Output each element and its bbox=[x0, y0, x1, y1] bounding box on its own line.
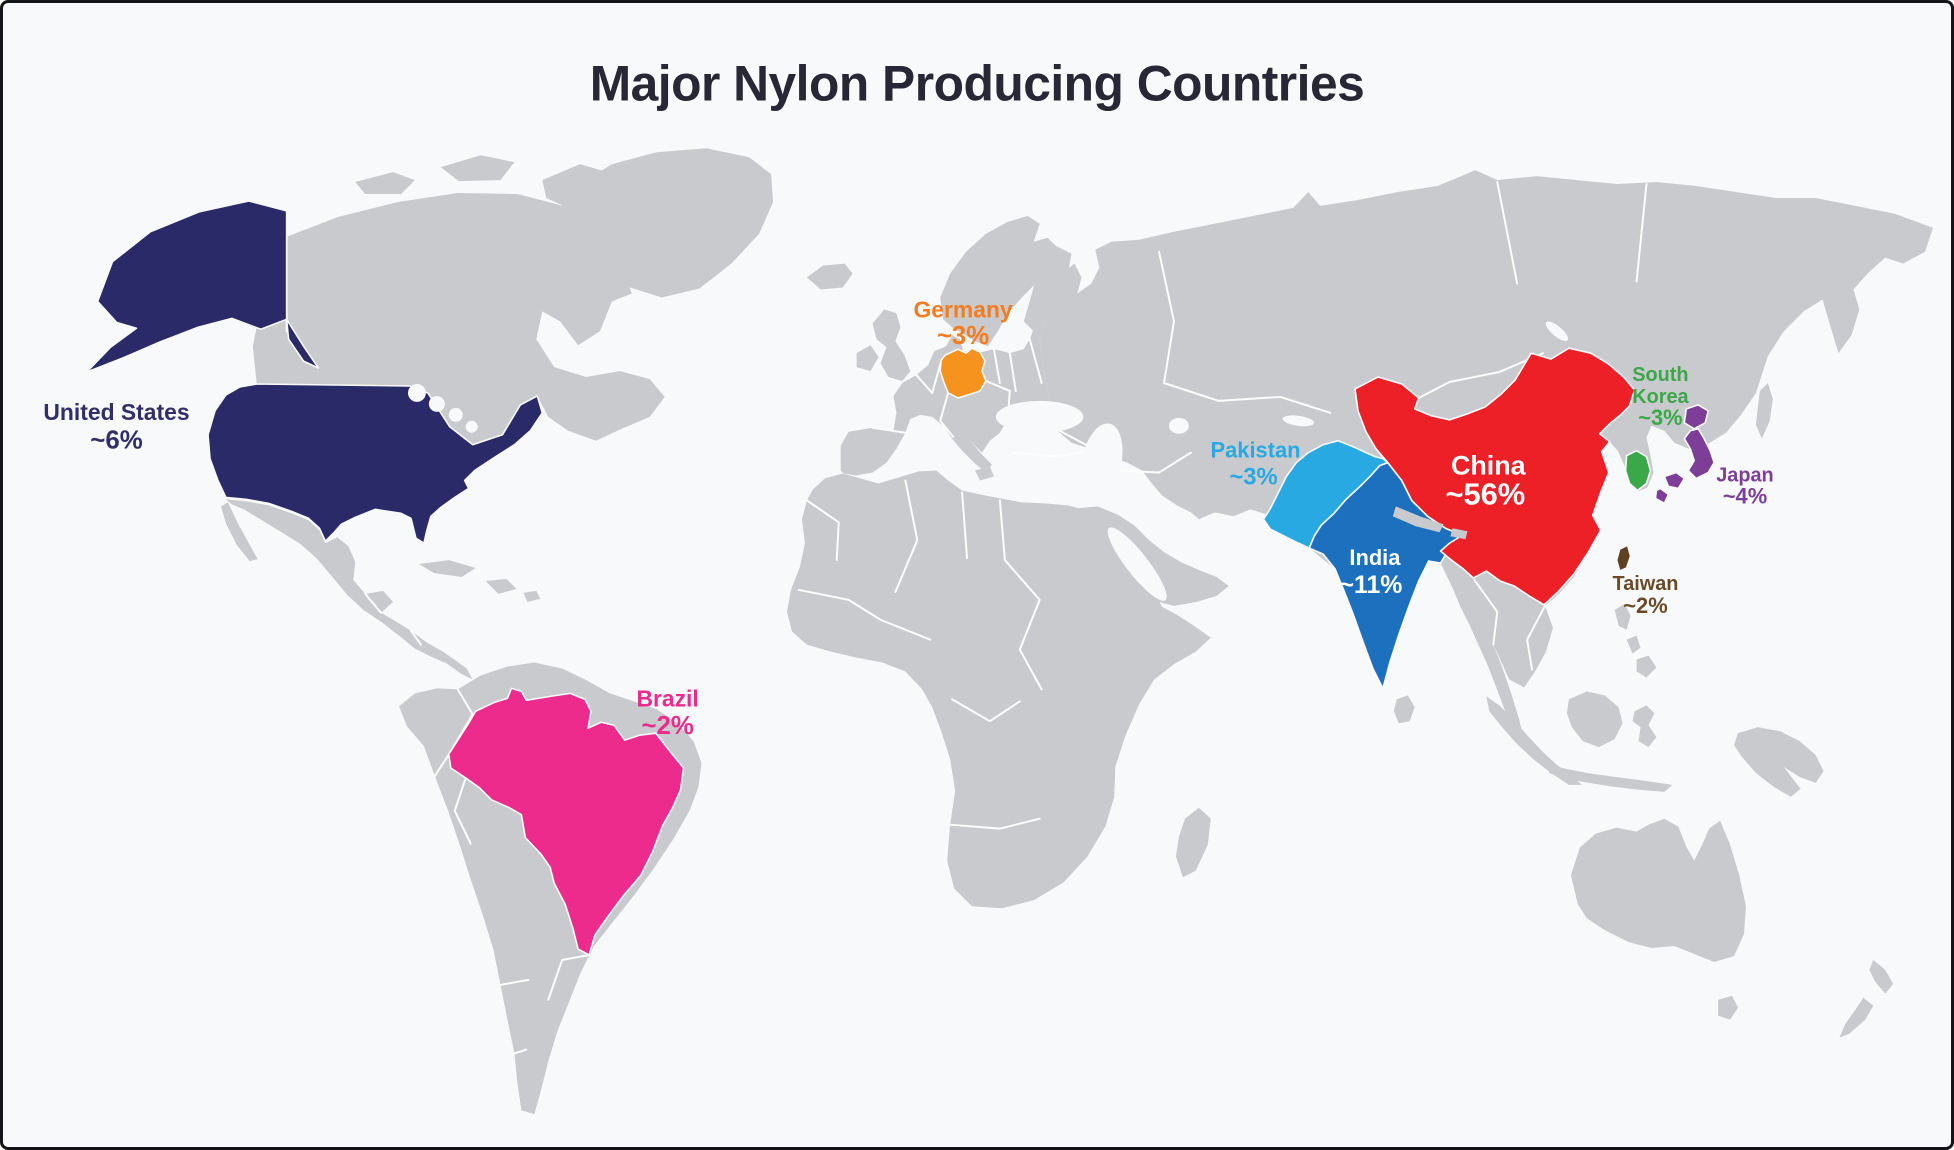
java bbox=[1549, 765, 1673, 792]
label-brazil: Brazil ~2% bbox=[636, 685, 698, 740]
china-share: ~56% bbox=[1445, 476, 1525, 511]
country-germany bbox=[939, 347, 987, 399]
brazil-name: Brazil bbox=[636, 685, 698, 711]
country-taiwan bbox=[1615, 544, 1632, 572]
caribbean-islands bbox=[418, 560, 541, 602]
sri-lanka bbox=[1393, 695, 1415, 724]
japan-name: Japan bbox=[1716, 464, 1773, 486]
page-title: Major Nylon Producing Countries bbox=[590, 55, 1365, 111]
south-korea-share: ~3% bbox=[1638, 405, 1682, 430]
australia bbox=[1570, 818, 1746, 962]
caspian-sea bbox=[1080, 423, 1123, 502]
country-china bbox=[1354, 347, 1636, 606]
country-south-korea bbox=[1624, 449, 1652, 492]
pakistan-name: Pakistan bbox=[1211, 438, 1301, 463]
finland bbox=[1023, 245, 1072, 332]
label-china: China ~56% bbox=[1445, 451, 1526, 512]
canada bbox=[252, 193, 665, 445]
country-labels: United States ~6% Brazil ~2% Germany ~3%… bbox=[43, 296, 1773, 740]
iceland bbox=[806, 263, 853, 290]
great-lake bbox=[428, 395, 445, 412]
seas-and-lakes bbox=[407, 306, 1569, 601]
sumatra bbox=[1486, 696, 1582, 785]
pakistan-share: ~3% bbox=[1229, 463, 1277, 490]
united-states-share: ~6% bbox=[90, 427, 142, 455]
taiwan-share: ~2% bbox=[1623, 593, 1667, 618]
gray-overlays bbox=[1392, 506, 1468, 540]
india-name: India bbox=[1349, 545, 1401, 570]
lake-baikal bbox=[1545, 321, 1569, 342]
united-states-name: United States bbox=[43, 399, 189, 425]
label-united-states: United States ~6% bbox=[43, 399, 189, 455]
arctic-islands bbox=[355, 155, 614, 208]
nepal bbox=[1392, 506, 1444, 533]
tasmania bbox=[1718, 995, 1739, 1020]
label-pakistan: Pakistan ~3% bbox=[1211, 438, 1301, 491]
japan-share: ~4% bbox=[1723, 483, 1767, 508]
new-guinea bbox=[1734, 727, 1824, 797]
madagascar bbox=[1175, 807, 1211, 878]
sicily bbox=[975, 466, 994, 481]
germany-name: Germany bbox=[913, 296, 1012, 322]
gray-landmasses bbox=[220, 148, 1933, 1115]
africa bbox=[786, 470, 1211, 909]
label-south-korea: South Korea ~3% bbox=[1632, 364, 1689, 430]
borneo bbox=[1566, 691, 1623, 748]
great-lake bbox=[465, 420, 478, 433]
great-lake bbox=[407, 384, 426, 402]
label-japan: Japan ~4% bbox=[1716, 464, 1773, 508]
sulawesi bbox=[1632, 705, 1657, 748]
south-korea-name-line1: South bbox=[1632, 364, 1688, 386]
country-brazil bbox=[447, 687, 685, 956]
south-korea-name-line2: Korea bbox=[1632, 386, 1689, 408]
baltic-sea bbox=[1000, 306, 1024, 344]
country-japan bbox=[1654, 404, 1715, 505]
new-zealand bbox=[1839, 959, 1894, 1038]
germany-share: ~3% bbox=[937, 322, 989, 350]
country-united-states bbox=[85, 200, 544, 544]
united-kingdom bbox=[872, 309, 911, 382]
brazil-share: ~2% bbox=[641, 712, 693, 740]
china-name: China bbox=[1451, 451, 1527, 481]
label-taiwan: Taiwan ~2% bbox=[1613, 573, 1679, 618]
label-germany: Germany ~3% bbox=[913, 296, 1012, 350]
philippines bbox=[1614, 603, 1657, 678]
label-india: India ~11% bbox=[1339, 545, 1402, 599]
ireland bbox=[856, 345, 879, 372]
hainan bbox=[1505, 588, 1519, 603]
black-sea bbox=[995, 400, 1084, 433]
great-lake bbox=[448, 407, 463, 422]
scandinavia bbox=[940, 215, 1058, 347]
world-map: Major Nylon Producing Countries United S… bbox=[43, 55, 1933, 1115]
lake-balkhash bbox=[1282, 415, 1315, 427]
mexico-central-america bbox=[220, 499, 473, 680]
red-sea bbox=[1107, 527, 1167, 601]
persian-gulf bbox=[1143, 501, 1191, 539]
india-share: ~11% bbox=[1339, 571, 1402, 599]
aral-sea bbox=[1168, 417, 1189, 434]
sakhalin bbox=[1755, 383, 1773, 439]
taiwan-name: Taiwan bbox=[1613, 573, 1679, 595]
bhutan bbox=[1450, 528, 1468, 540]
highlighted-countries bbox=[85, 200, 1715, 956]
